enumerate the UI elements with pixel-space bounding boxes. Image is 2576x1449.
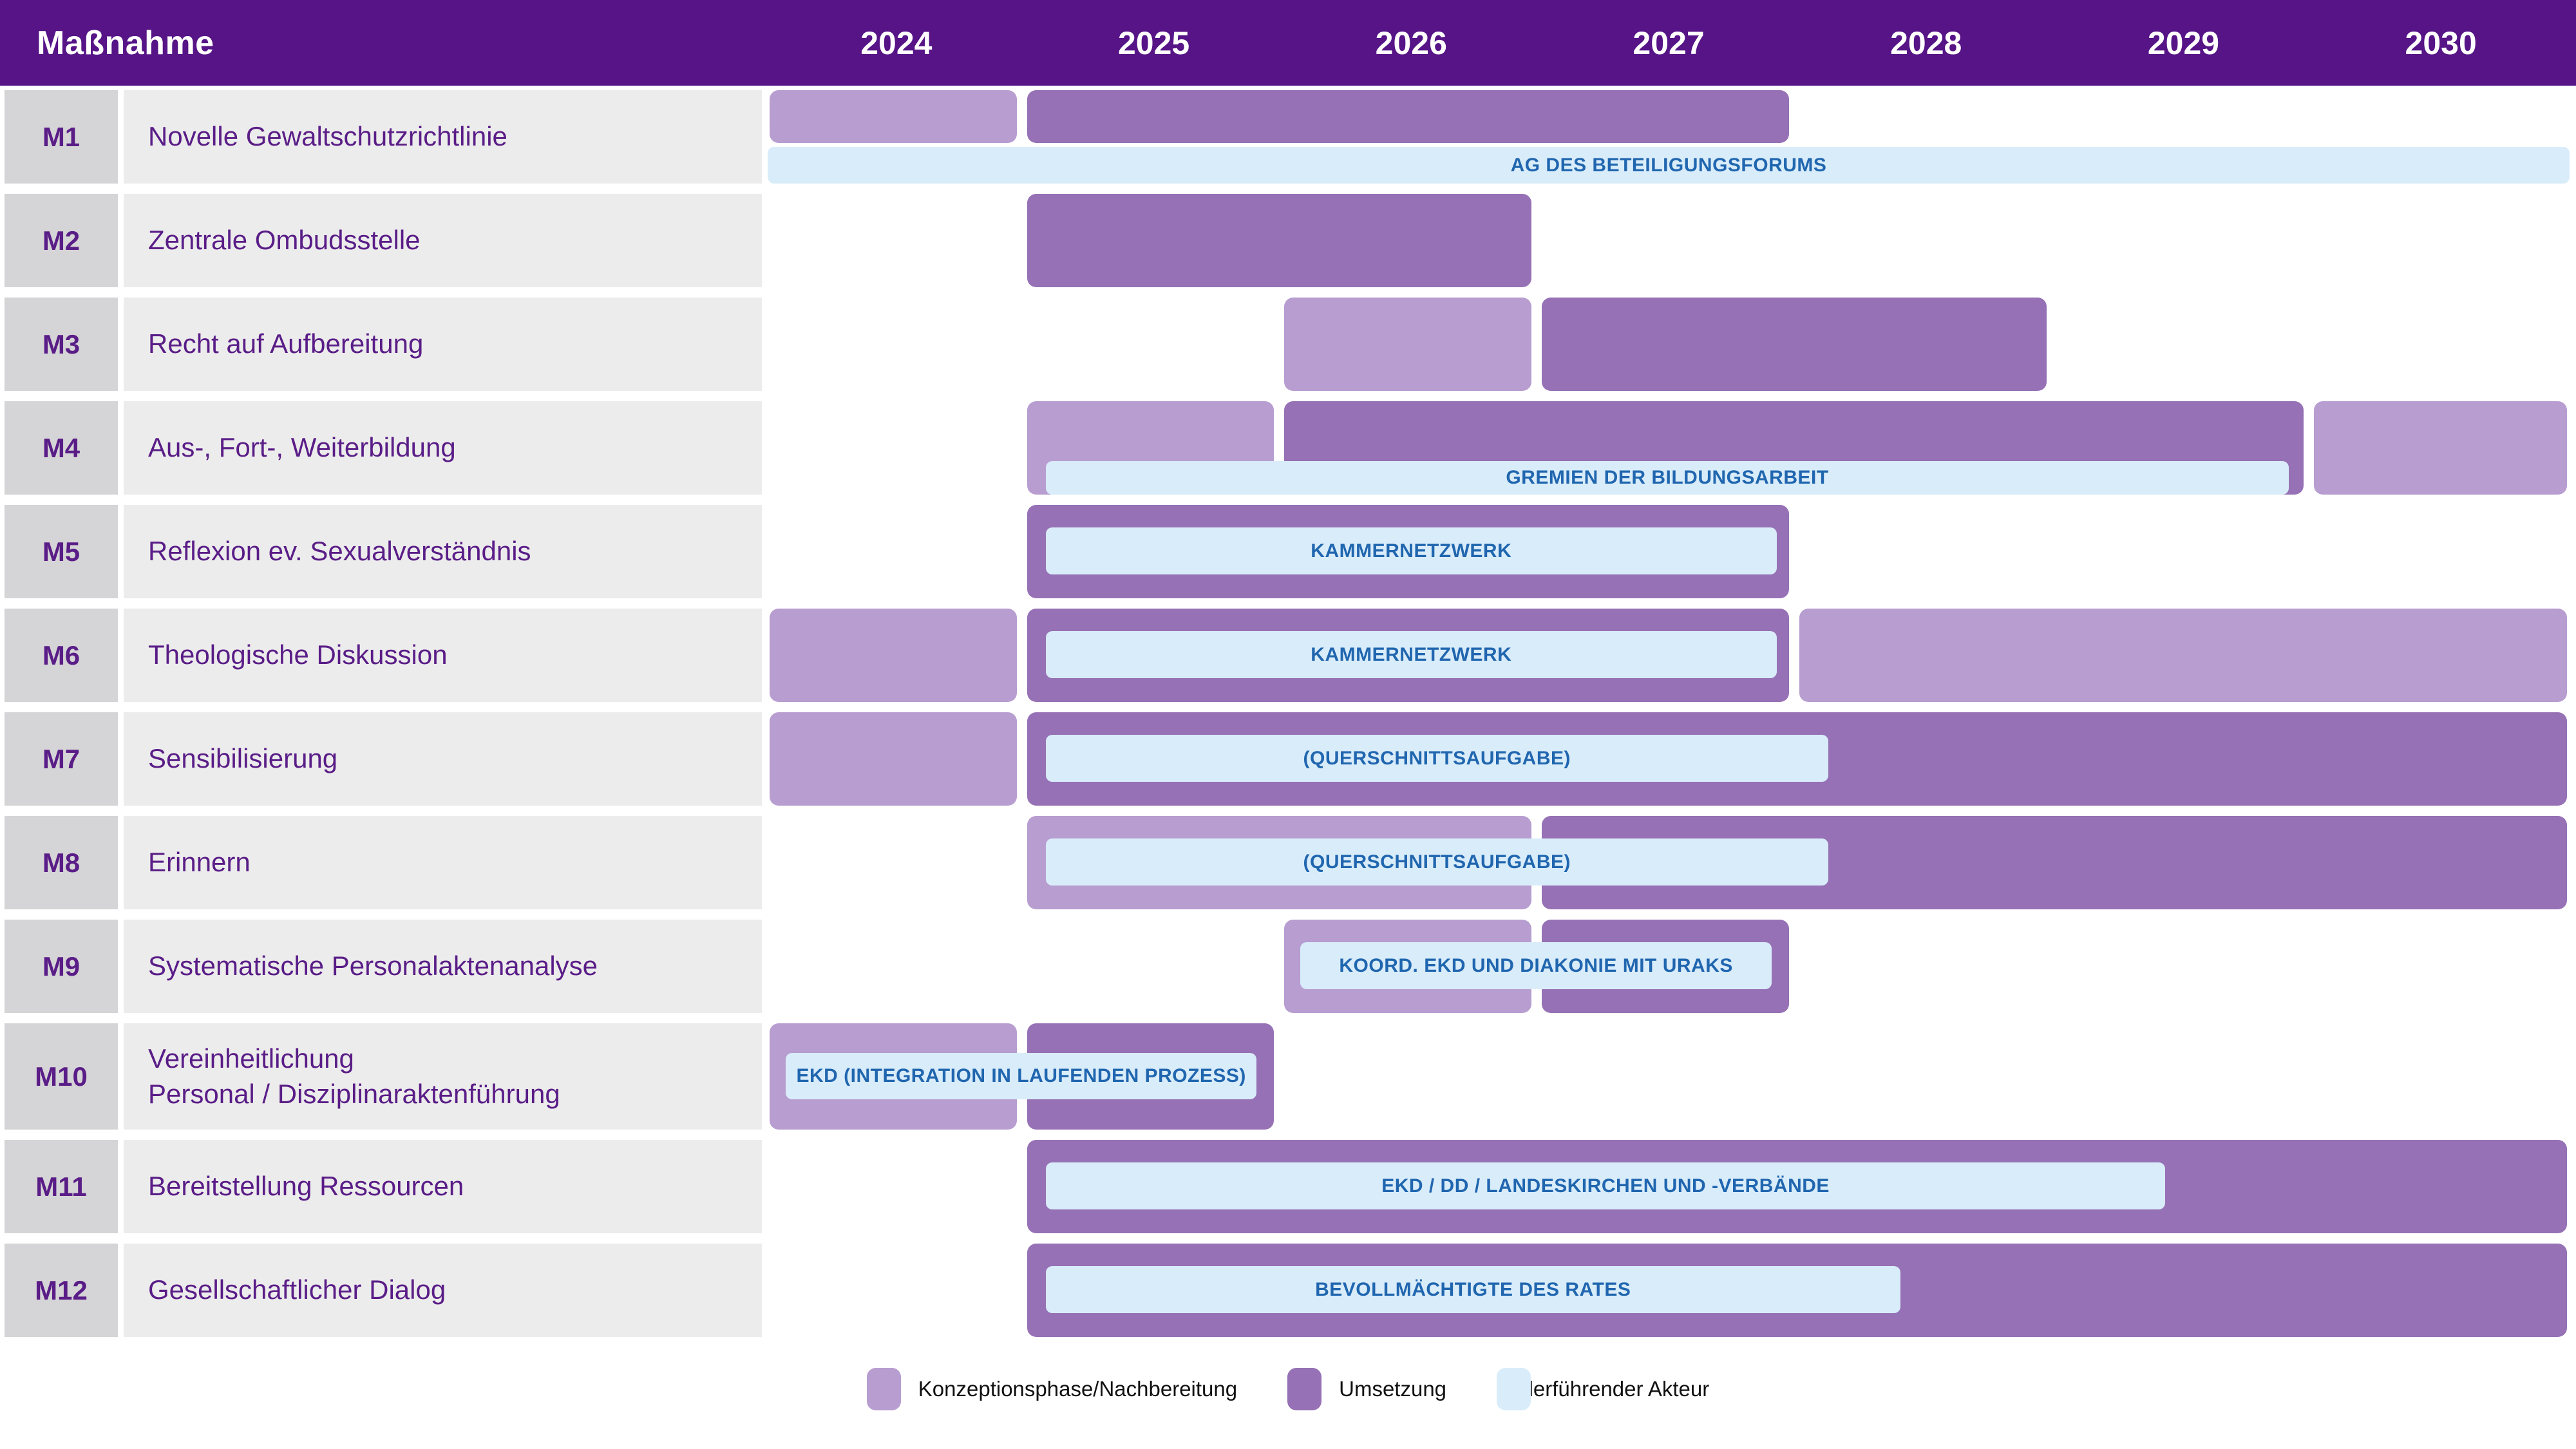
measure-id: M9 (5, 920, 118, 1013)
measure-label: Novelle Gewaltschutzrichtlinie (124, 90, 762, 184)
measure-label: Theologische Diskussion (124, 609, 762, 702)
legend-swatch-umsetzung (1287, 1368, 1322, 1410)
measure-id: M2 (5, 194, 118, 287)
phase-bar-konzeption (2314, 401, 2567, 495)
table-row: M10 Vereinheitlichung Personal / Diszipl… (5, 1023, 2570, 1130)
phase-bar-konzeption (1799, 609, 2567, 702)
measure-id: M5 (5, 505, 118, 598)
year-axis: 2024 2025 2026 2027 2028 2029 2030 (768, 0, 2570, 86)
phase-bar-konzeption (770, 609, 1017, 702)
measure-timeline: EKD (INTEGRATION IN LAUFENDEN PROZESS) (768, 1023, 2570, 1130)
legend: Konzeptionsphase/Nachbereitung Umsetzung F… (0, 1368, 2576, 1410)
measure-timeline: GREMIEN DER BILDUNGSARBEIT (768, 401, 2570, 495)
lead-actor-bar: BEVOLLMÄCHTIGTE DES RATES (1045, 1266, 1900, 1313)
lead-actor-bar: (QUERSCHNITTSAUFGABE) (1045, 838, 1828, 886)
timeline-header: Maßnahme 2024 2025 2026 2027 2028 2029 2030 (0, 0, 2576, 86)
table-row: M12 Gesellschaftlicher Dialog BEVOLLMÄCH… (5, 1244, 2570, 1337)
legend-swatch-konzeption (866, 1368, 901, 1410)
table-row: M7 Sensibilisierung (QUERSCHNITTSAUFGABE… (5, 712, 2570, 806)
lead-actor-bar: KOORD. EKD UND DIAKONIE MIT URAKS (1300, 942, 1772, 989)
lead-actor-bar: AG DES BETEILIGUNGSFORUMS (768, 147, 2570, 184)
table-row: M3 Recht auf Aufbereitung (5, 298, 2570, 391)
measure-timeline: (QUERSCHNITTSAUFGABE) (768, 816, 2570, 909)
measure-id: M4 (5, 401, 118, 495)
table-row: M4 Aus-, Fort-, Weiterbildung GREMIEN DE… (5, 401, 2570, 495)
legend-label: Umsetzung (1339, 1377, 1447, 1401)
measure-label: Zentrale Ombudsstelle (124, 194, 762, 287)
year-tick-2027: 2027 (1633, 24, 1705, 61)
measure-id: M10 (5, 1023, 118, 1130)
measure-label: Systematische Personalaktenanalyse (124, 920, 762, 1013)
measure-timeline: (QUERSCHNITTSAUFGABE) (768, 712, 2570, 806)
phase-bar-konzeption (770, 712, 1017, 806)
lead-actor-bar: KAMMERNETZWERK (1045, 631, 1777, 678)
table-row: M5 Reflexion ev. Sexualverständnis KAMME… (5, 505, 2570, 598)
measure-id: M1 (5, 90, 118, 184)
measure-label: Bereitstellung Ressourcen (124, 1140, 762, 1233)
measure-timeline: AG DES BETEILIGUNGSFORUMS (768, 90, 2570, 184)
year-tick-2029: 2029 (2147, 24, 2220, 61)
table-row: M8 Erinnern (QUERSCHNITTSAUFGABE) (5, 816, 2570, 909)
legend-item-umsetzung: Umsetzung (1287, 1368, 1446, 1410)
phase-bar-konzeption (770, 90, 1017, 143)
gantt-rows: M1 Novelle Gewaltschutzrichtlinie AG DES… (0, 90, 2576, 1337)
lead-actor-bar: EKD (INTEGRATION IN LAUFENDEN PROZESS) (785, 1053, 1257, 1099)
lead-actor-bar: EKD / DD / LANDESKIRCHEN UND -VERBÄNDE (1045, 1162, 2166, 1209)
measure-label: Sensibilisierung (124, 712, 762, 806)
measure-timeline (768, 298, 2570, 391)
table-row: M9 Systematische Personalaktenanalyse KO… (5, 920, 2570, 1013)
measure-label: Erinnern (124, 816, 762, 909)
year-tick-2025: 2025 (1117, 24, 1190, 61)
year-tick-2024: 2024 (860, 24, 933, 61)
phase-bar-umsetzung (1027, 90, 1789, 143)
measure-label: Vereinheitlichung Personal / Disziplinar… (124, 1023, 762, 1130)
measure-id: M7 (5, 712, 118, 806)
measure-label: Recht auf Aufbereitung (124, 298, 762, 391)
lead-actor-bar: KAMMERNETZWERK (1045, 527, 1777, 574)
lead-actor-bar: (QUERSCHNITTSAUFGABE) (1045, 735, 1828, 782)
measure-label: Gesellschaftlicher Dialog (124, 1244, 762, 1337)
legend-item-actor: Federführender Akteur (1497, 1368, 1710, 1410)
legend-label: Konzeptionsphase/Nachbereitung (918, 1377, 1238, 1401)
lead-actor-bar: GREMIEN DER BILDUNGSARBEIT (1045, 461, 2289, 495)
measure-id: M8 (5, 816, 118, 909)
table-row: M11 Bereitstellung Ressourcen EKD / DD /… (5, 1140, 2570, 1233)
measure-timeline: KAMMERNETZWERK (768, 505, 2570, 598)
table-row: M2 Zentrale Ombudsstelle (5, 194, 2570, 287)
measure-timeline: KAMMERNETZWERK (768, 609, 2570, 702)
measure-timeline: BEVOLLMÄCHTIGTE DES RATES (768, 1244, 2570, 1337)
phase-bar-umsetzung (1542, 298, 2047, 391)
legend-label: Federführender Akteur (1497, 1377, 1710, 1401)
year-tick-2028: 2028 (1890, 24, 1962, 61)
legend-swatch-actor (1497, 1368, 1531, 1410)
measure-id: M6 (5, 609, 118, 702)
legend-item-konzeption: Konzeptionsphase/Nachbereitung (866, 1368, 1238, 1410)
measure-timeline: EKD / DD / LANDESKIRCHEN UND -VERBÄNDE (768, 1140, 2570, 1233)
measure-id: M3 (5, 298, 118, 391)
table-row: M1 Novelle Gewaltschutzrichtlinie AG DES… (5, 90, 2570, 184)
measure-label: Reflexion ev. Sexualverständnis (124, 505, 762, 598)
measure-timeline (768, 194, 2570, 287)
measure-timeline: KOORD. EKD UND DIAKONIE MIT URAKS (768, 920, 2570, 1013)
measure-label: Aus-, Fort-, Weiterbildung (124, 401, 762, 495)
phase-bar-konzeption (1284, 298, 1532, 391)
year-tick-2026: 2026 (1375, 24, 1447, 61)
measure-id: M11 (5, 1140, 118, 1233)
table-row: M6 Theologische Diskussion KAMMERNETZWER… (5, 609, 2570, 702)
measure-id: M12 (5, 1244, 118, 1337)
measure-column-header: Maßnahme (37, 24, 214, 62)
year-tick-2030: 2030 (2405, 24, 2477, 61)
phase-bar-umsetzung (1027, 194, 1532, 287)
